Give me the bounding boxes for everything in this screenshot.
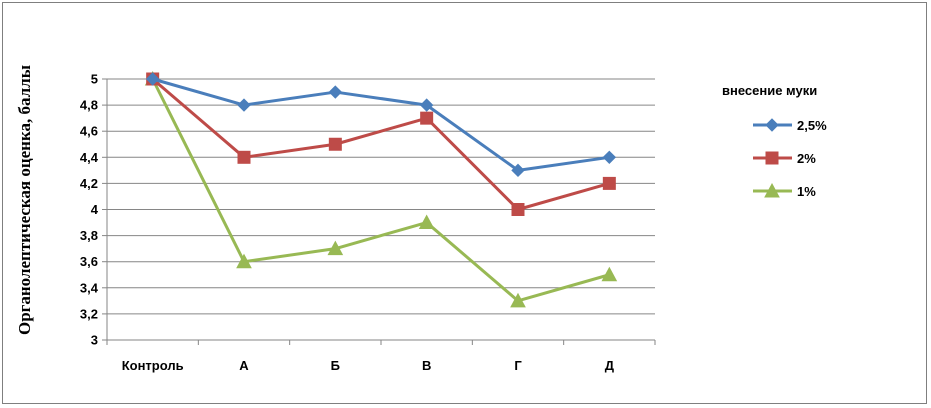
- data-point: [237, 150, 251, 164]
- data-point: [420, 111, 434, 125]
- legend-items: 2,5% 2% 1%: [753, 118, 827, 199]
- x-tick-label: Б: [331, 358, 340, 373]
- legend-title: внесение муки: [722, 83, 817, 98]
- y-tick-label: 3,6: [80, 254, 98, 269]
- legend-label: 2,5%: [797, 118, 827, 133]
- data-point: [602, 176, 616, 190]
- y-tick-label: 5: [91, 72, 98, 87]
- series-line: [151, 77, 610, 211]
- y-tick-label: 4: [91, 202, 99, 217]
- x-tick-label: Г: [514, 358, 522, 373]
- data-point: [327, 240, 344, 256]
- y-tick-label: 4,6: [80, 124, 98, 139]
- y-tick-label: 3,4: [80, 280, 99, 295]
- x-tick-label: В: [422, 358, 431, 373]
- data-point: [328, 85, 343, 99]
- data-point: [511, 203, 525, 216]
- y-tick-label: 4,2: [80, 176, 98, 191]
- x-tick-label: А: [239, 358, 249, 373]
- legend-marker: [764, 182, 780, 198]
- data-point: [601, 266, 618, 282]
- gridlines: [107, 78, 655, 315]
- chart-frame: [2, 2, 927, 404]
- legend: внесение муки 2,5% 2% 1%: [722, 83, 827, 199]
- data-point: [510, 292, 526, 308]
- series-line: [152, 77, 610, 172]
- y-tick-label: 4,8: [80, 98, 98, 113]
- series-lines: [144, 70, 618, 308]
- y-tick-label: 3,2: [80, 306, 98, 321]
- series-line: [151, 78, 610, 303]
- legend-label: 2%: [797, 151, 816, 166]
- x-tick-label: Контроль: [122, 358, 184, 373]
- y-tick-label: 4,4: [80, 150, 99, 165]
- data-point: [419, 98, 434, 112]
- legend-label: 1%: [797, 184, 816, 199]
- data-point: [418, 214, 435, 230]
- tick-labels: 3 3,2 3,4 3,6 3,8 4 4,2 4,4 4,6 4,8 5 Контроль А Б В Г Д: [80, 72, 615, 374]
- x-tick-label: Д: [605, 358, 615, 373]
- data-point: [237, 98, 251, 112]
- data-point: [328, 137, 342, 151]
- axes: [102, 78, 656, 345]
- legend-marker: [765, 118, 779, 132]
- y-axis-label: Органолептическая оценка, баллы: [15, 65, 34, 335]
- y-tick-label: 3: [91, 333, 98, 348]
- data-point: [145, 72, 160, 86]
- data-point: [511, 163, 525, 178]
- y-tick-label: 3,8: [80, 228, 98, 243]
- legend-marker: [765, 151, 779, 165]
- data-point: [602, 150, 617, 165]
- data-point: [236, 253, 252, 269]
